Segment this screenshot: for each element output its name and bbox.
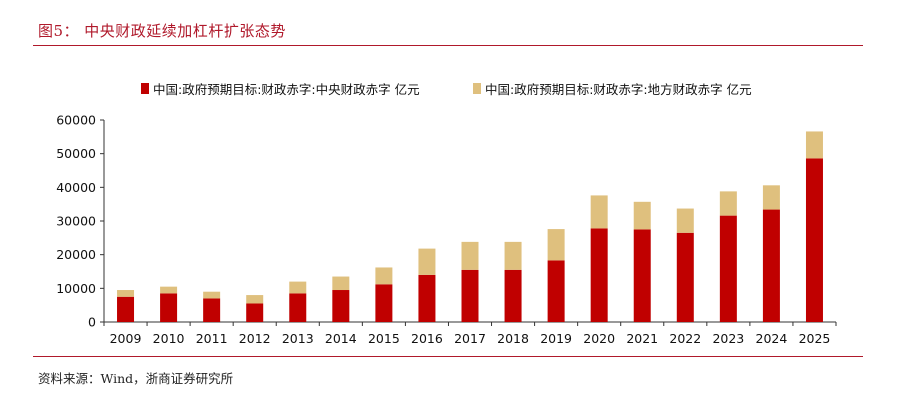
bar-central-deficit [805,158,823,322]
y-tick-label: 50000 [56,146,96,161]
figure-title: 图5： 中央财政延续加杠杆扩张态势 [38,22,286,40]
bar-central-deficit [160,293,178,322]
y-tick-label: 40000 [56,180,96,195]
bar-central-deficit [375,284,393,322]
bar-local-deficit [160,286,178,294]
bar-local-deficit [117,290,135,297]
x-tick-label: 2019 [540,331,572,346]
x-tick-label: 2020 [583,331,615,346]
bar-local-deficit [504,241,522,270]
x-tick-label: 2025 [799,331,831,346]
x-tick-label: 2023 [712,331,744,346]
x-tick-label: 2024 [756,331,788,346]
legend-swatch-central [141,83,149,94]
bar-local-deficit [719,191,737,216]
y-tick-label: 30000 [56,214,96,229]
bar-central-deficit [332,290,350,322]
x-tick-label: 2010 [153,331,185,346]
legend-item-local: 中国:政府预期目标:财政赤字:地方财政赤字 亿元 [473,79,752,98]
x-tick-label: 2012 [239,331,271,346]
y-tick-label: 10000 [56,281,96,296]
bar-local-deficit [375,267,393,285]
bar-local-deficit [246,295,264,304]
x-tick-label: 2014 [325,331,357,346]
x-tick-label: 2009 [110,331,142,346]
x-tick-label: 2015 [368,331,400,346]
x-tick-label: 2022 [669,331,701,346]
legend-item-central: 中国:政府预期目标:财政赤字:中央财政赤字 亿元 [141,79,420,98]
bar-local-deficit [289,281,307,294]
source-note: 资料来源：Wind，浙商证券研究所 [38,371,234,386]
title-divider [33,45,863,46]
bar-central-deficit [504,269,522,322]
bar-central-deficit [719,215,737,322]
x-tick-label: 2017 [454,331,486,346]
bar-local-deficit [203,291,221,299]
y-tick-label: 60000 [56,113,96,128]
bar-local-deficit [805,131,823,159]
bar-central-deficit [676,232,694,322]
bar-central-deficit [762,209,780,322]
bar-local-deficit [461,241,479,270]
bar-central-deficit [418,274,436,322]
x-tick-label: 2013 [282,331,314,346]
x-tick-label: 2016 [411,331,443,346]
x-tick-label: 2021 [626,331,658,346]
bar-central-deficit [246,303,264,322]
bar-central-deficit [289,293,307,322]
bar-central-deficit [590,228,608,322]
bar-local-deficit [332,276,350,291]
y-tick-label: 0 [88,315,96,330]
legend-label-central: 中国:政府预期目标:财政赤字:中央财政赤字 亿元 [153,82,420,97]
bar-central-deficit [117,296,135,322]
bar-local-deficit [418,248,436,275]
bar-local-deficit [676,208,694,233]
bar-local-deficit [762,185,780,210]
bar-central-deficit [461,269,479,322]
bar-central-deficit [633,229,651,322]
x-tick-label: 2018 [497,331,529,346]
legend-swatch-local [473,83,481,94]
bar-local-deficit [633,201,651,230]
bar-local-deficit [547,229,565,261]
legend-label-local: 中国:政府预期目标:财政赤字:地方财政赤字 亿元 [485,82,752,97]
bar-local-deficit [590,195,608,229]
y-tick-label: 20000 [56,247,96,262]
footer-divider [33,356,863,357]
bar-central-deficit [547,260,565,322]
x-tick-label: 2011 [196,331,228,346]
bar-central-deficit [203,298,221,322]
